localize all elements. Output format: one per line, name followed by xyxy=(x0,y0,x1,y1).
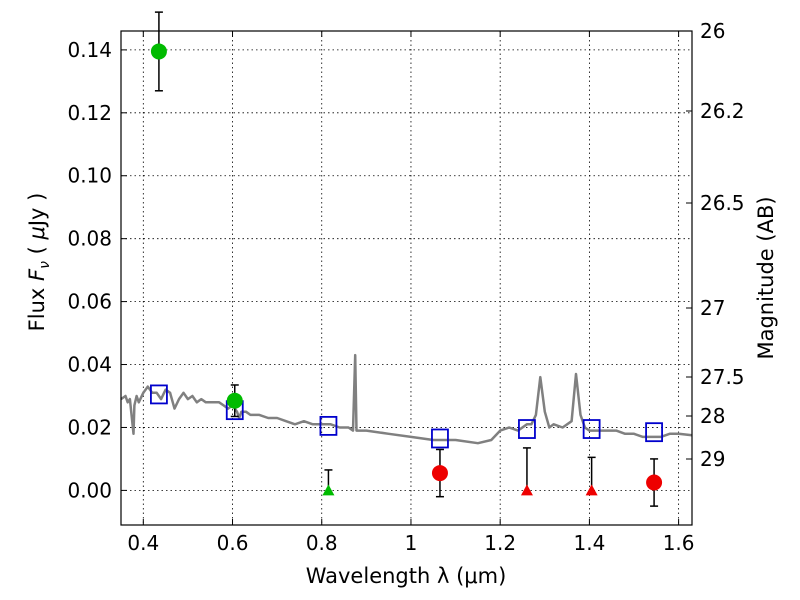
upper-limit-triangle xyxy=(520,484,533,496)
x-axis-title: Wavelength λ (μm) xyxy=(306,564,507,588)
y2-tick-label: 29 xyxy=(700,447,725,471)
model-point-square xyxy=(431,428,449,449)
x-tick-label: 0.4 xyxy=(127,531,159,555)
y-tick-label: 0.10 xyxy=(67,164,112,188)
model-point-square xyxy=(645,422,663,443)
sed-template-layer xyxy=(120,353,693,445)
marginal-point xyxy=(431,465,448,482)
grid-lines xyxy=(121,31,692,525)
detection-point xyxy=(226,392,243,409)
x-tick-label: 0.6 xyxy=(217,531,249,555)
x-tick-label: 1.2 xyxy=(484,531,516,555)
y2-tick-label: 28 xyxy=(700,404,725,428)
upper-limit-triangle xyxy=(585,484,598,496)
x-tick-label: 0.8 xyxy=(306,531,338,555)
marginal-point xyxy=(646,474,663,491)
y2-tick-label: 26 xyxy=(700,19,725,43)
detection-point xyxy=(150,43,167,60)
photometry-layer xyxy=(150,11,663,507)
x-tick-label: 1.4 xyxy=(573,531,605,555)
y-axis-title: Flux Fν ( μJy ) xyxy=(25,193,53,332)
y2-tick-label: 27 xyxy=(700,296,725,320)
y2-tick-label: 26.2 xyxy=(700,99,745,123)
y2-tick-label: 26.5 xyxy=(700,191,745,215)
model-point-square xyxy=(319,415,338,436)
y2-tick-label: 27.5 xyxy=(700,365,745,389)
axis-ticks: 0.4 0.6 0.8 1 1.2 1.4 1.6 0.00 0.02 0.04 0.06 0.08 0… xyxy=(67,19,744,555)
y2-axis-title: Magnitude (AB) xyxy=(754,196,778,359)
plot-frame xyxy=(120,30,693,526)
y-tick-label: 0.14 xyxy=(67,38,112,62)
y-tick-label: 0.00 xyxy=(67,478,112,502)
y-tick-label: 0.12 xyxy=(67,101,112,125)
x-tick-label: 1 xyxy=(405,531,418,555)
model-point-square xyxy=(150,384,168,405)
sed-template-line xyxy=(120,353,693,445)
model-point-square xyxy=(582,419,601,439)
model-point-square xyxy=(518,419,536,439)
y-tick-label: 0.06 xyxy=(67,290,112,314)
y-tick-label: 0.04 xyxy=(67,353,112,377)
y-tick-label: 0.08 xyxy=(67,227,112,251)
upper-limit-triangle xyxy=(322,484,335,496)
x-tick-label: 1.6 xyxy=(663,531,695,555)
y-tick-label: 0.02 xyxy=(67,415,112,439)
